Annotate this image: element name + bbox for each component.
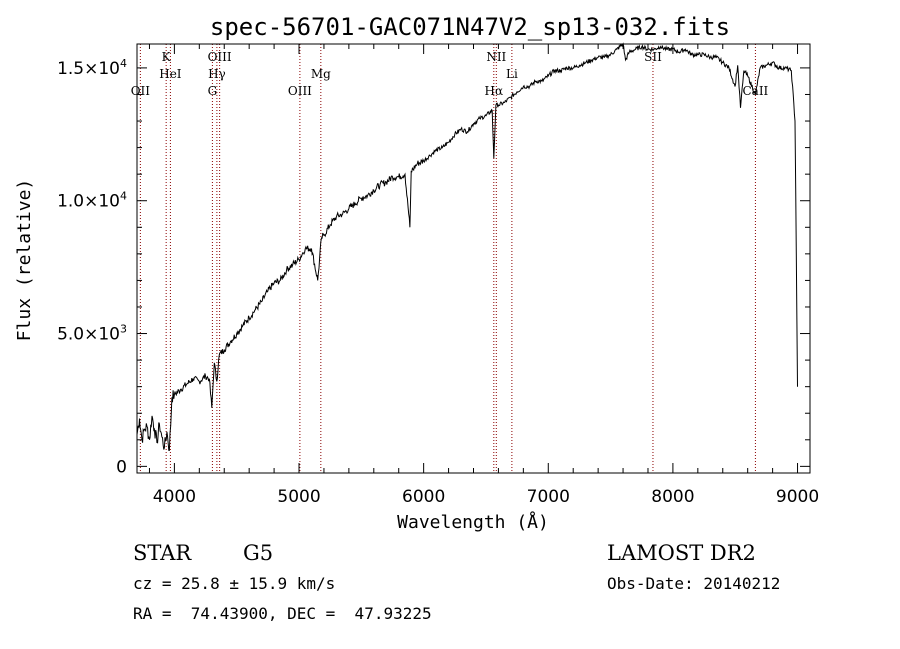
survey-name: LAMOST DR2 bbox=[607, 541, 756, 565]
line-marker-label: K bbox=[162, 50, 172, 64]
redshift-text: cz = 25.8 ± 15.9 km/s bbox=[133, 574, 335, 593]
x-tick-label: 9000 bbox=[776, 487, 819, 507]
y-tick-label: 5.0×103 bbox=[57, 323, 127, 345]
x-tick-label: 8000 bbox=[651, 487, 694, 507]
line-marker-label: HeI bbox=[159, 67, 182, 81]
object-class: STAR bbox=[133, 541, 192, 565]
line-marker-label: OIII bbox=[208, 50, 232, 64]
line-marker-label: Hγ bbox=[208, 67, 226, 81]
y-tick-label: 1.5×104 bbox=[57, 57, 127, 79]
x-tick-label: 5000 bbox=[277, 487, 320, 507]
x-tick-label: 4000 bbox=[153, 487, 196, 507]
x-tick-label: 7000 bbox=[527, 487, 570, 507]
line-marker-label: OIII bbox=[288, 84, 312, 98]
object-subclass: G5 bbox=[243, 541, 273, 565]
x-axis-ticks: 4000 5000 6000 7000 8000 9000 bbox=[148, 44, 819, 507]
plot-frame bbox=[136, 43, 811, 474]
line-marker-label: NII bbox=[486, 50, 506, 64]
obs-date: Obs-Date: 20140212 bbox=[607, 574, 780, 593]
spectrum-line bbox=[136, 42, 798, 451]
line-marker-label: Li bbox=[506, 67, 518, 81]
x-axis-label: Wavelength (Å) bbox=[397, 511, 549, 533]
y-tick-label: 1.0×104 bbox=[57, 190, 127, 212]
line-marker-label: Hα bbox=[485, 84, 504, 98]
line-marker-label: SII bbox=[644, 50, 662, 64]
y-axis-label: Flux (relative) bbox=[14, 179, 35, 342]
line-marker-label: G bbox=[208, 84, 218, 98]
x-tick-label: 6000 bbox=[402, 487, 445, 507]
line-markers bbox=[139, 44, 756, 473]
line-marker-label: OII bbox=[131, 84, 151, 98]
chart-title: spec-56701-GAC071N47V2_sp13-032.fits bbox=[210, 13, 730, 41]
line-marker-label: Mg bbox=[311, 67, 331, 81]
y-axis-ticks: 0 5.0×103 1.0×104 1.5×104 bbox=[57, 57, 810, 477]
y-tick-label: 0 bbox=[116, 457, 127, 477]
coordinates: RA = 74.43900, DEC = 47.93225 bbox=[133, 604, 432, 623]
